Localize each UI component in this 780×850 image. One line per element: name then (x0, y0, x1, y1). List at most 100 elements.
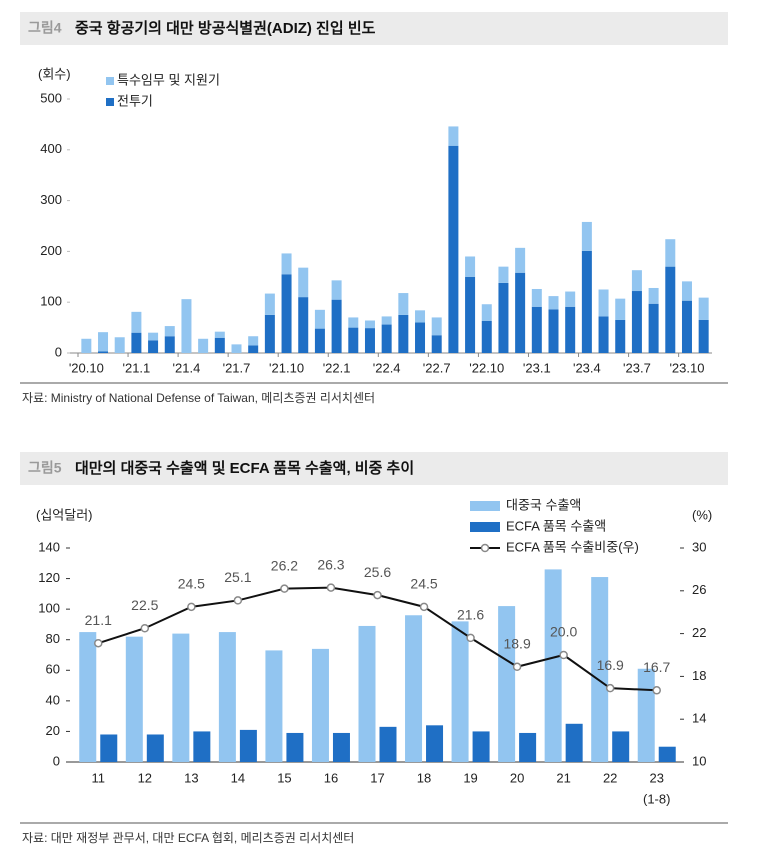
bar (286, 732, 304, 762)
bar (239, 729, 257, 762)
x-tick-label: '22.1 (323, 360, 351, 375)
x-tick-label: 20 (510, 770, 524, 785)
bar-segment (398, 293, 409, 315)
figure-header (20, 12, 728, 45)
y-tick-label: 400 (40, 141, 62, 156)
bar-segment (515, 247, 526, 273)
bar-segment (698, 319, 709, 353)
bar (332, 732, 350, 762)
y-tick-label: 140 (38, 539, 60, 554)
y2-tick-label: 26 (692, 582, 706, 597)
y-tick-label: 300 (40, 192, 62, 207)
bar-segment (531, 306, 542, 353)
bar (451, 621, 469, 762)
bar (658, 746, 676, 762)
line-marker (326, 583, 336, 592)
legend-swatch (106, 77, 114, 85)
bar-segment (198, 338, 209, 353)
y-tick-label: 0 (55, 344, 62, 359)
y-tick-label: 500 (40, 90, 62, 105)
x-tick-label: '22.7 (423, 360, 451, 375)
y-tick-label: 80 (46, 631, 60, 646)
x-tick-label: 14 (231, 770, 245, 785)
value-label: 25.6 (364, 564, 391, 580)
value-label: 20.0 (550, 624, 577, 640)
bar-segment (631, 291, 642, 353)
x-tick-label: '23.4 (573, 360, 601, 375)
bar-segment (548, 296, 559, 310)
x-tick-label: '21.4 (173, 360, 201, 375)
value-label: 18.9 (503, 635, 530, 651)
bar-segment (481, 304, 492, 321)
bar-segment (264, 293, 275, 315)
x-tick-label: 11 (92, 770, 106, 785)
bar-segment (331, 280, 342, 300)
x-tick-label: '22.4 (373, 360, 401, 375)
x-tick-label: '21.10 (269, 360, 304, 375)
bar-segment (281, 274, 292, 353)
bar-segment (565, 306, 576, 353)
bar-segment (314, 328, 325, 353)
bar-segment (498, 266, 509, 283)
legend-marker (480, 543, 490, 553)
legend-swatch (106, 98, 114, 106)
value-label: 24.5 (410, 576, 437, 592)
bar (612, 731, 630, 762)
bar (193, 731, 211, 762)
value-label: 21.1 (85, 612, 112, 628)
bar (265, 650, 283, 762)
bar-segment (281, 253, 292, 275)
x-tick-label: 18 (417, 770, 431, 785)
bar-segment (348, 317, 359, 328)
legend-label: 특수임무 및 지원기 (117, 72, 220, 87)
value-label: 24.5 (178, 576, 205, 592)
bar (172, 633, 190, 762)
bar-segment (164, 336, 175, 353)
value-label: 26.2 (271, 557, 298, 573)
bar-segment (598, 316, 609, 353)
y2-axis-label: (%) (692, 507, 712, 522)
y-tick-label: 100 (38, 601, 60, 616)
bar-segment (181, 299, 192, 353)
bar (426, 725, 444, 762)
bar (100, 734, 118, 762)
bar (591, 577, 609, 762)
bar-segment (631, 270, 642, 292)
y-tick-label: 120 (38, 570, 60, 585)
bar-segment (598, 289, 609, 317)
bar-segment (681, 300, 692, 353)
bar-segment (581, 221, 592, 251)
bar-segment (431, 317, 442, 336)
line-marker (233, 596, 243, 605)
bar-segment (314, 309, 325, 329)
bar-segment (164, 326, 175, 337)
bar (405, 615, 423, 762)
bar-segment (465, 256, 476, 277)
figure-header (20, 452, 728, 485)
bar (218, 632, 236, 762)
bar (544, 569, 562, 762)
y-axis-label: (십억달러) (36, 507, 93, 522)
x-tick-label: 19 (463, 770, 477, 785)
line-marker (94, 638, 103, 648)
value-label: 26.3 (317, 556, 344, 572)
bar-segment (381, 316, 392, 325)
value-label: 16.7 (643, 659, 670, 675)
bar-segment (515, 272, 526, 353)
x-tick-label: '23.7 (623, 360, 651, 375)
bar (472, 731, 490, 762)
bar (311, 648, 329, 762)
y-tick-label: 60 (46, 662, 60, 677)
line-marker (140, 624, 150, 633)
bar-segment (531, 288, 542, 307)
bar-segment (214, 331, 225, 338)
x-tick-label: '20.10 (69, 360, 104, 375)
x-tick-label: '23.1 (523, 360, 551, 375)
bar-segment (131, 311, 142, 333)
line-marker (512, 662, 522, 672)
x-tick-label: 15 (277, 770, 291, 785)
line-marker (187, 602, 196, 612)
bar (379, 726, 397, 762)
bar-segment (665, 239, 676, 267)
